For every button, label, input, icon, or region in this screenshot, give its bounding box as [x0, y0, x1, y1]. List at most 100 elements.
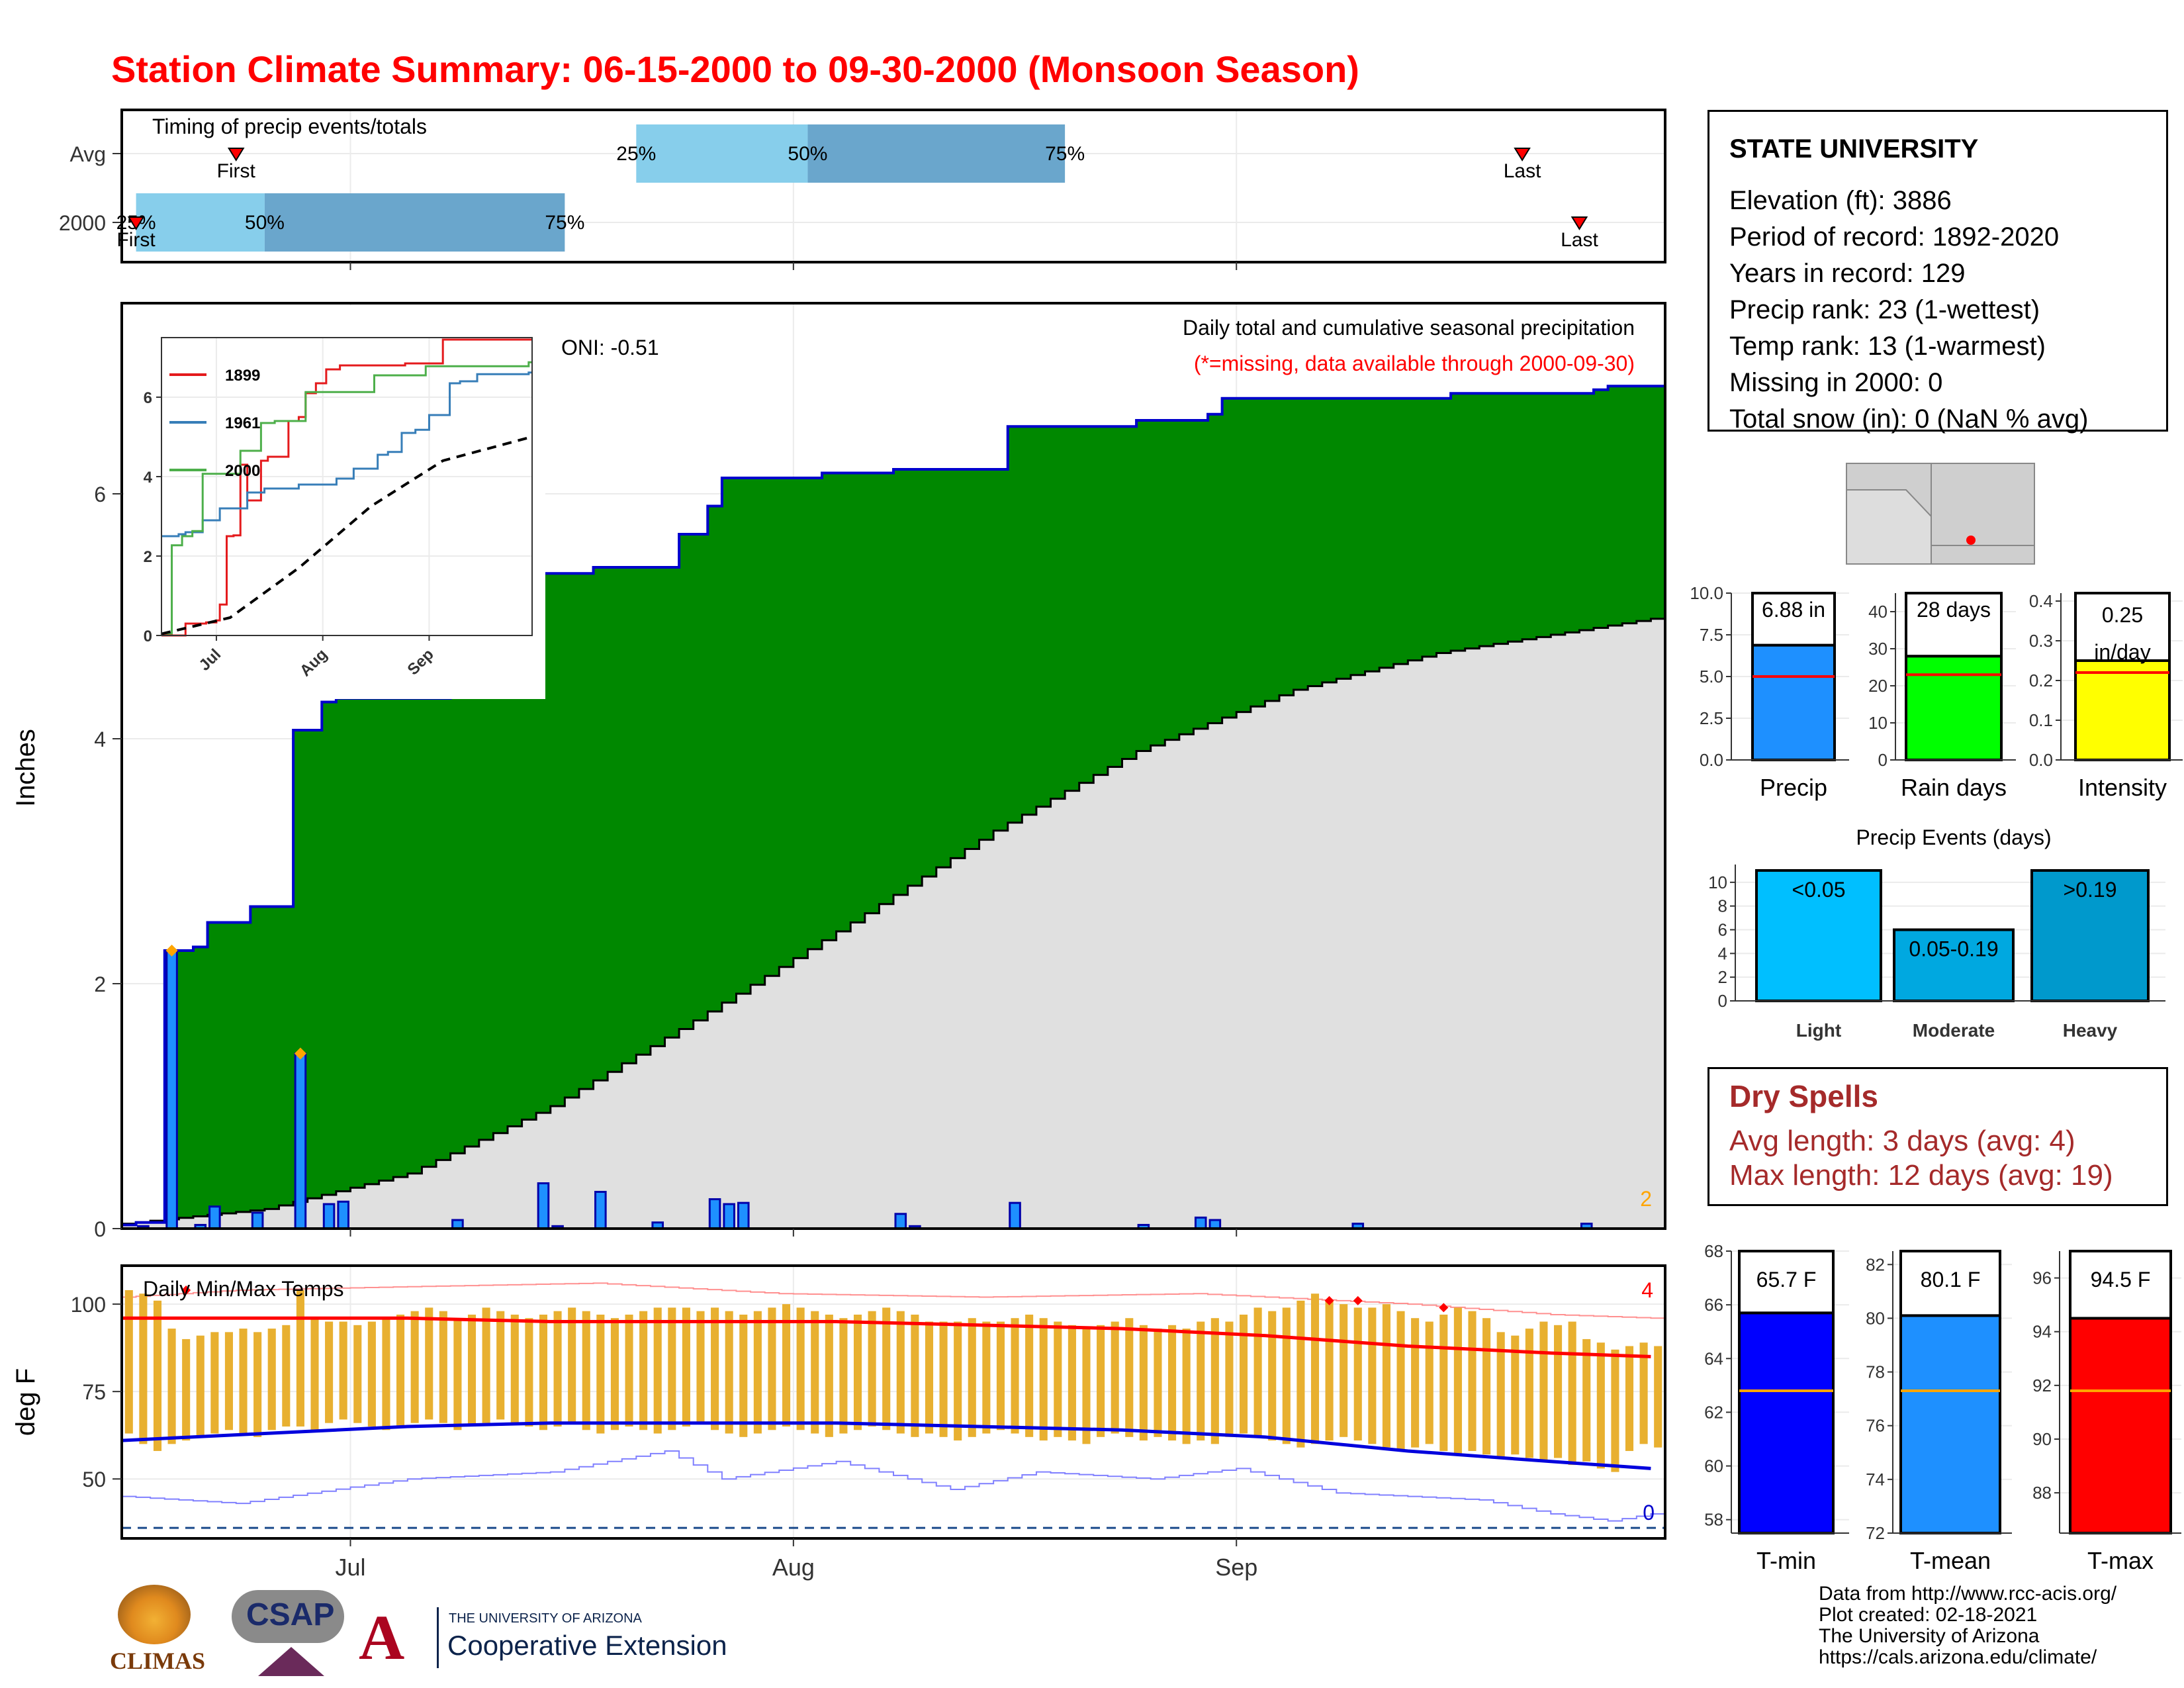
intensity-stat-panel: 0.25 in/day 0.0 0.1 0.2 0.3 0.4 Intensity — [2029, 591, 2183, 801]
inset-legend-label: 2000 — [225, 462, 260, 480]
precip-events-category-label: Moderate — [1913, 1020, 1995, 1041]
daily-temp-bar — [725, 1311, 733, 1434]
daily-temp-bar — [410, 1311, 419, 1423]
station-elevation: Elevation (ft): 3886 — [1729, 186, 1952, 215]
inset-y-tick-label: 4 — [144, 469, 153, 487]
timing-bar-25-50 — [636, 124, 808, 183]
daily-temp-bar — [1568, 1321, 1576, 1466]
daily-temp-bar — [596, 1314, 605, 1434]
temp-y-tick-label: 50 — [82, 1468, 106, 1491]
tmean-stat-name-label: T-mean — [1910, 1547, 1991, 1574]
tmin-stat-y-tick-label: 68 — [1704, 1241, 1723, 1261]
inset-line-1899 — [161, 338, 532, 637]
temp-y-tick-label: 75 — [82, 1380, 106, 1404]
cumulative-line — [122, 385, 1665, 1227]
daily-temp-bar — [267, 1329, 276, 1430]
daily-temp-bar — [539, 1314, 548, 1430]
precip-y-tick-label: 2 — [94, 972, 106, 996]
tmean-stat-y-tick-label: 78 — [1866, 1362, 1885, 1382]
daily-temp-bar — [367, 1321, 376, 1427]
inset-plot-bg — [161, 338, 532, 635]
inset-line-2000 — [161, 361, 532, 635]
precip-stat-bar — [1751, 643, 1836, 762]
timing-label-first: First — [116, 229, 156, 251]
inset-legend-label: 1899 — [225, 367, 260, 385]
credit-source: Data from http://www.rcc-acis.org/ — [1819, 1583, 2117, 1605]
daily-temp-bar — [1382, 1304, 1390, 1448]
dry-spells-title: Dry Spells — [1729, 1079, 1878, 1113]
daily-temp-bar — [196, 1335, 205, 1437]
intensity-stat-y-tick-label: 0.2 — [2029, 671, 2053, 690]
csap-cloud-icon — [232, 1590, 344, 1643]
raindays-stat-value-label: 28 days — [1917, 598, 1991, 622]
daily-temp-bar — [1453, 1307, 1462, 1455]
timing-last-marker — [1570, 216, 1588, 230]
precip-events-y-tick-label: 8 — [1718, 896, 1727, 916]
daily-precip-bar — [537, 1182, 550, 1230]
precip-events-y-tick-label: 6 — [1718, 920, 1727, 940]
daily-temp-bar — [282, 1325, 291, 1427]
csap-mountain-icon — [258, 1647, 324, 1676]
timing-last-marker — [1514, 148, 1531, 162]
daily-temp-bar — [1197, 1321, 1205, 1441]
tmin-stat-label-box — [1738, 1250, 1835, 1315]
daily-temp-bar — [1253, 1307, 1262, 1437]
daily-temp-bar — [1340, 1304, 1348, 1437]
climas-emblem-icon — [118, 1585, 191, 1644]
precip-y-axis-label: Inches — [11, 729, 40, 807]
temp-record-marker — [1324, 1295, 1334, 1305]
intensity-stat-y-tick-label: 0.0 — [2029, 750, 2053, 770]
precip-annotation-title: Daily total and cumulative seasonal prec… — [1183, 316, 1635, 340]
intensity-stat-name-label: Intensity — [2078, 774, 2167, 801]
intensity-stat-label-box — [2074, 592, 2171, 662]
station-years: Years in record: 129 — [1729, 259, 1966, 288]
daily-temp-bar — [939, 1321, 948, 1437]
tmin-stat-name-label: T-min — [1756, 1547, 1816, 1574]
station-info-box: STATE UNIVERSITY Elevation (ft): 3886 Pe… — [1707, 110, 2168, 434]
daily-temp-bar — [782, 1304, 791, 1427]
precip-events-title: Precip Events (days) — [1856, 825, 2051, 849]
precip-events-y-tick-label: 0 — [1718, 991, 1727, 1011]
daily-temp-bar — [868, 1311, 876, 1427]
precip-events-bar-label: >0.19 — [2064, 878, 2117, 902]
temp-panel-bg — [122, 1266, 1665, 1538]
dry-spells-avg: Avg length: 3 days (avg: 4) — [1729, 1125, 2075, 1157]
tmean-stat-y-tick-label: 74 — [1866, 1470, 1885, 1489]
tmin-stat-bar — [1738, 1311, 1835, 1535]
daily-temp-bar — [1025, 1314, 1034, 1437]
daily-temp-bar — [996, 1321, 1005, 1430]
daily-temp-bar — [839, 1318, 848, 1434]
daily-temp-bar — [124, 1289, 133, 1434]
temp-x-tick-label: Aug — [772, 1554, 815, 1581]
temp-record-marker — [1439, 1303, 1449, 1313]
precip-stat-name-label: Precip — [1760, 774, 1827, 801]
precip-events-bar — [1893, 928, 2015, 1002]
timing-first-marker — [127, 216, 145, 230]
daily-temp-bar — [925, 1321, 934, 1434]
daily-temp-bar — [668, 1307, 676, 1430]
record-min-line — [122, 1450, 1665, 1522]
daily-temp-bar — [1154, 1329, 1162, 1437]
daily-temp-bar — [696, 1311, 705, 1423]
daily-precip-bar — [294, 1052, 307, 1230]
daily-temp-bar — [1639, 1342, 1648, 1444]
daily-temp-bar — [1482, 1318, 1491, 1455]
temp-corner-low: 0 — [1643, 1501, 1655, 1524]
daily-temp-bar — [1082, 1329, 1091, 1444]
tmax-stat-y-tick-label: 96 — [2032, 1268, 2052, 1288]
precip-record-marker — [165, 945, 178, 957]
credit-url: https://cals.arizona.edu/climate/ — [1819, 1646, 2097, 1668]
ua-cooperative-extension: Cooperative Extension — [447, 1630, 727, 1661]
daily-temp-bar — [253, 1332, 262, 1437]
station-location-marker — [1966, 536, 1976, 545]
climas-logo: CLIMAS — [110, 1581, 216, 1680]
daily-temp-bar — [639, 1311, 648, 1430]
tmax-stat-name-label: T-max — [2087, 1547, 2154, 1574]
tmax-stat-y-tick-label: 94 — [2032, 1322, 2052, 1342]
inset-y-tick-label: 2 — [144, 548, 152, 566]
csap-wordmark: CSAP — [246, 1597, 335, 1632]
tmean-stat-y-tick-label: 72 — [1866, 1523, 1885, 1543]
daily-temp-bar — [1654, 1346, 1662, 1448]
daily-temp-bar — [239, 1329, 248, 1434]
